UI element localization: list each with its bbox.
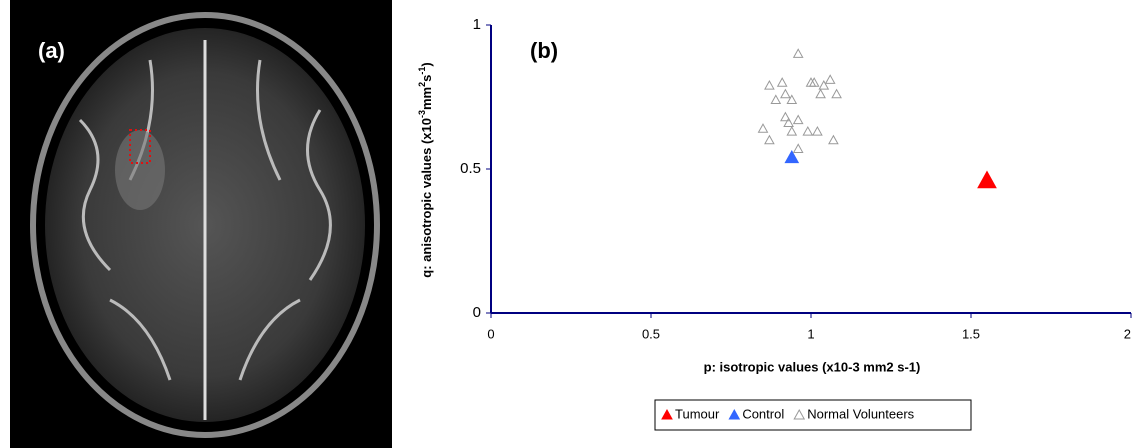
lesion bbox=[115, 130, 165, 210]
y-tick-label: 0.5 bbox=[460, 160, 481, 177]
roi-box bbox=[129, 129, 151, 164]
legend-label: Control bbox=[742, 406, 784, 421]
x-tick-label: 1 bbox=[807, 326, 814, 341]
skull bbox=[30, 12, 380, 438]
y-label-part: mm bbox=[419, 87, 434, 110]
point bbox=[786, 126, 798, 136]
point bbox=[780, 111, 791, 122]
point bbox=[802, 126, 814, 136]
y-label-superscript: -3 bbox=[417, 110, 427, 118]
y-label-superscript: 2 bbox=[417, 82, 427, 87]
point bbox=[784, 149, 800, 164]
point bbox=[824, 74, 836, 84]
point bbox=[792, 143, 804, 153]
x-tick-label: 0.5 bbox=[642, 326, 660, 341]
point bbox=[780, 88, 791, 99]
y-tick-label: 0 bbox=[473, 304, 481, 321]
y-tick-label: 1 bbox=[473, 16, 481, 33]
x-tick-label: 1.5 bbox=[962, 326, 980, 341]
point bbox=[808, 77, 820, 87]
legend-marker bbox=[728, 408, 741, 420]
point bbox=[786, 94, 798, 104]
point bbox=[831, 88, 842, 99]
point bbox=[764, 79, 775, 90]
y-label-part: q: anisotropic values (x10 bbox=[419, 118, 434, 278]
mri-image: (a) bbox=[10, 0, 392, 448]
x-tick-label: 2 bbox=[1124, 326, 1131, 341]
y-label-part: ) bbox=[419, 62, 434, 66]
legend-marker bbox=[661, 408, 673, 420]
point bbox=[792, 114, 804, 125]
point bbox=[805, 77, 817, 87]
point bbox=[815, 88, 826, 99]
point bbox=[792, 48, 804, 58]
point bbox=[783, 117, 794, 128]
legend bbox=[654, 399, 972, 431]
legend-label: Tumour bbox=[675, 406, 720, 421]
point bbox=[770, 94, 782, 104]
point bbox=[828, 134, 839, 145]
x-tick-label: 0 bbox=[487, 326, 494, 341]
chart-title: (b) bbox=[530, 38, 558, 63]
point bbox=[977, 170, 997, 189]
y-label-superscript: -1 bbox=[417, 67, 427, 75]
y-axis-label: q: anisotropic values (x10-3mm2s-1) bbox=[417, 62, 434, 277]
point bbox=[757, 123, 769, 133]
point bbox=[776, 77, 788, 87]
point bbox=[818, 79, 830, 90]
legend-label: Normal Volunteers bbox=[807, 406, 914, 421]
panel-label: (a) bbox=[38, 38, 65, 63]
point bbox=[764, 134, 775, 145]
point bbox=[812, 126, 823, 136]
y-label-part: s bbox=[419, 75, 434, 82]
sulci bbox=[78, 59, 332, 381]
legend-marker bbox=[793, 408, 806, 420]
x-axis-label: p: isotropic values (x10-3 mm2 s-1) bbox=[704, 359, 921, 374]
